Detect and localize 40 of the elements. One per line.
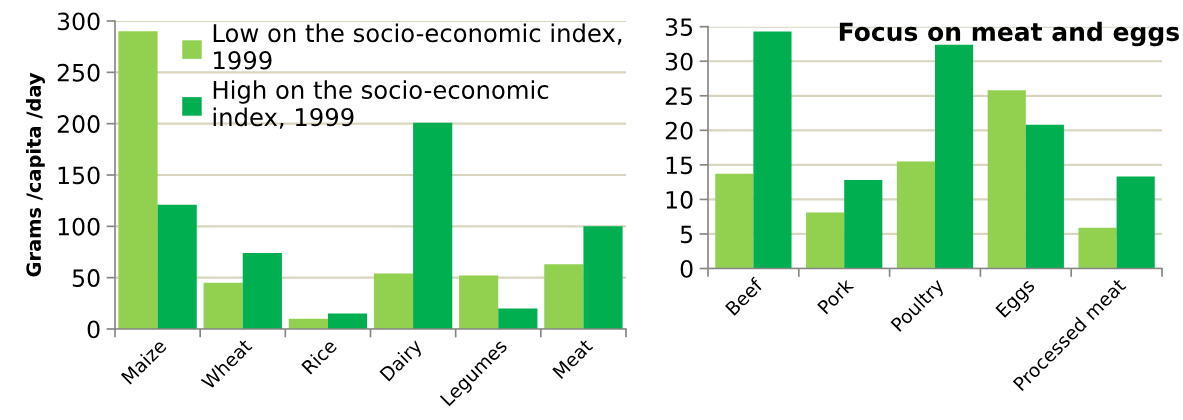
bar: [1116, 176, 1155, 269]
y-tick-label: 100: [58, 217, 100, 236]
y-tick-label: 0: [680, 259, 693, 278]
bar: [806, 212, 845, 269]
bar: [157, 204, 197, 329]
bar: [753, 31, 792, 269]
bar: [1025, 124, 1064, 269]
y-tick-label: 5: [680, 225, 693, 244]
bar: [203, 282, 243, 329]
y-tick-label: 15: [666, 156, 693, 175]
bar: [413, 122, 453, 329]
bar: [987, 90, 1026, 269]
legend-label: High on the socio-economic index, 1999: [213, 80, 549, 129]
bar: [715, 173, 754, 269]
bar: [544, 264, 584, 329]
bar: [327, 313, 368, 329]
bar: [583, 226, 623, 329]
y-tick-label: 50: [72, 269, 100, 287]
bar: [935, 44, 974, 269]
y-tick-label: 10: [666, 190, 693, 209]
bar: [459, 275, 499, 329]
bar: [1078, 227, 1117, 269]
y-tick-label: 250: [57, 63, 100, 82]
y-tick-label: 35: [665, 18, 693, 37]
y-axis-title: Grams /capita /day: [25, 72, 45, 277]
y-tick-label: 300: [57, 12, 100, 31]
chart-title: Focus on meat and eggs: [839, 21, 1179, 47]
y-tick-label: 25: [665, 87, 693, 106]
bar: [498, 308, 538, 329]
y-tick-label: 150: [58, 166, 100, 185]
bar: [242, 253, 282, 329]
bar: [896, 161, 935, 269]
legend-label: Low on the socio-economic index, 1999: [213, 23, 622, 70]
bar: [844, 180, 883, 269]
bar: [118, 31, 158, 329]
y-tick-label: 30: [665, 52, 693, 71]
y-tick-label: 200: [57, 115, 100, 133]
y-tick-label: 20: [665, 121, 693, 140]
y-tick-label: 0: [87, 320, 100, 339]
bar: [373, 273, 414, 329]
